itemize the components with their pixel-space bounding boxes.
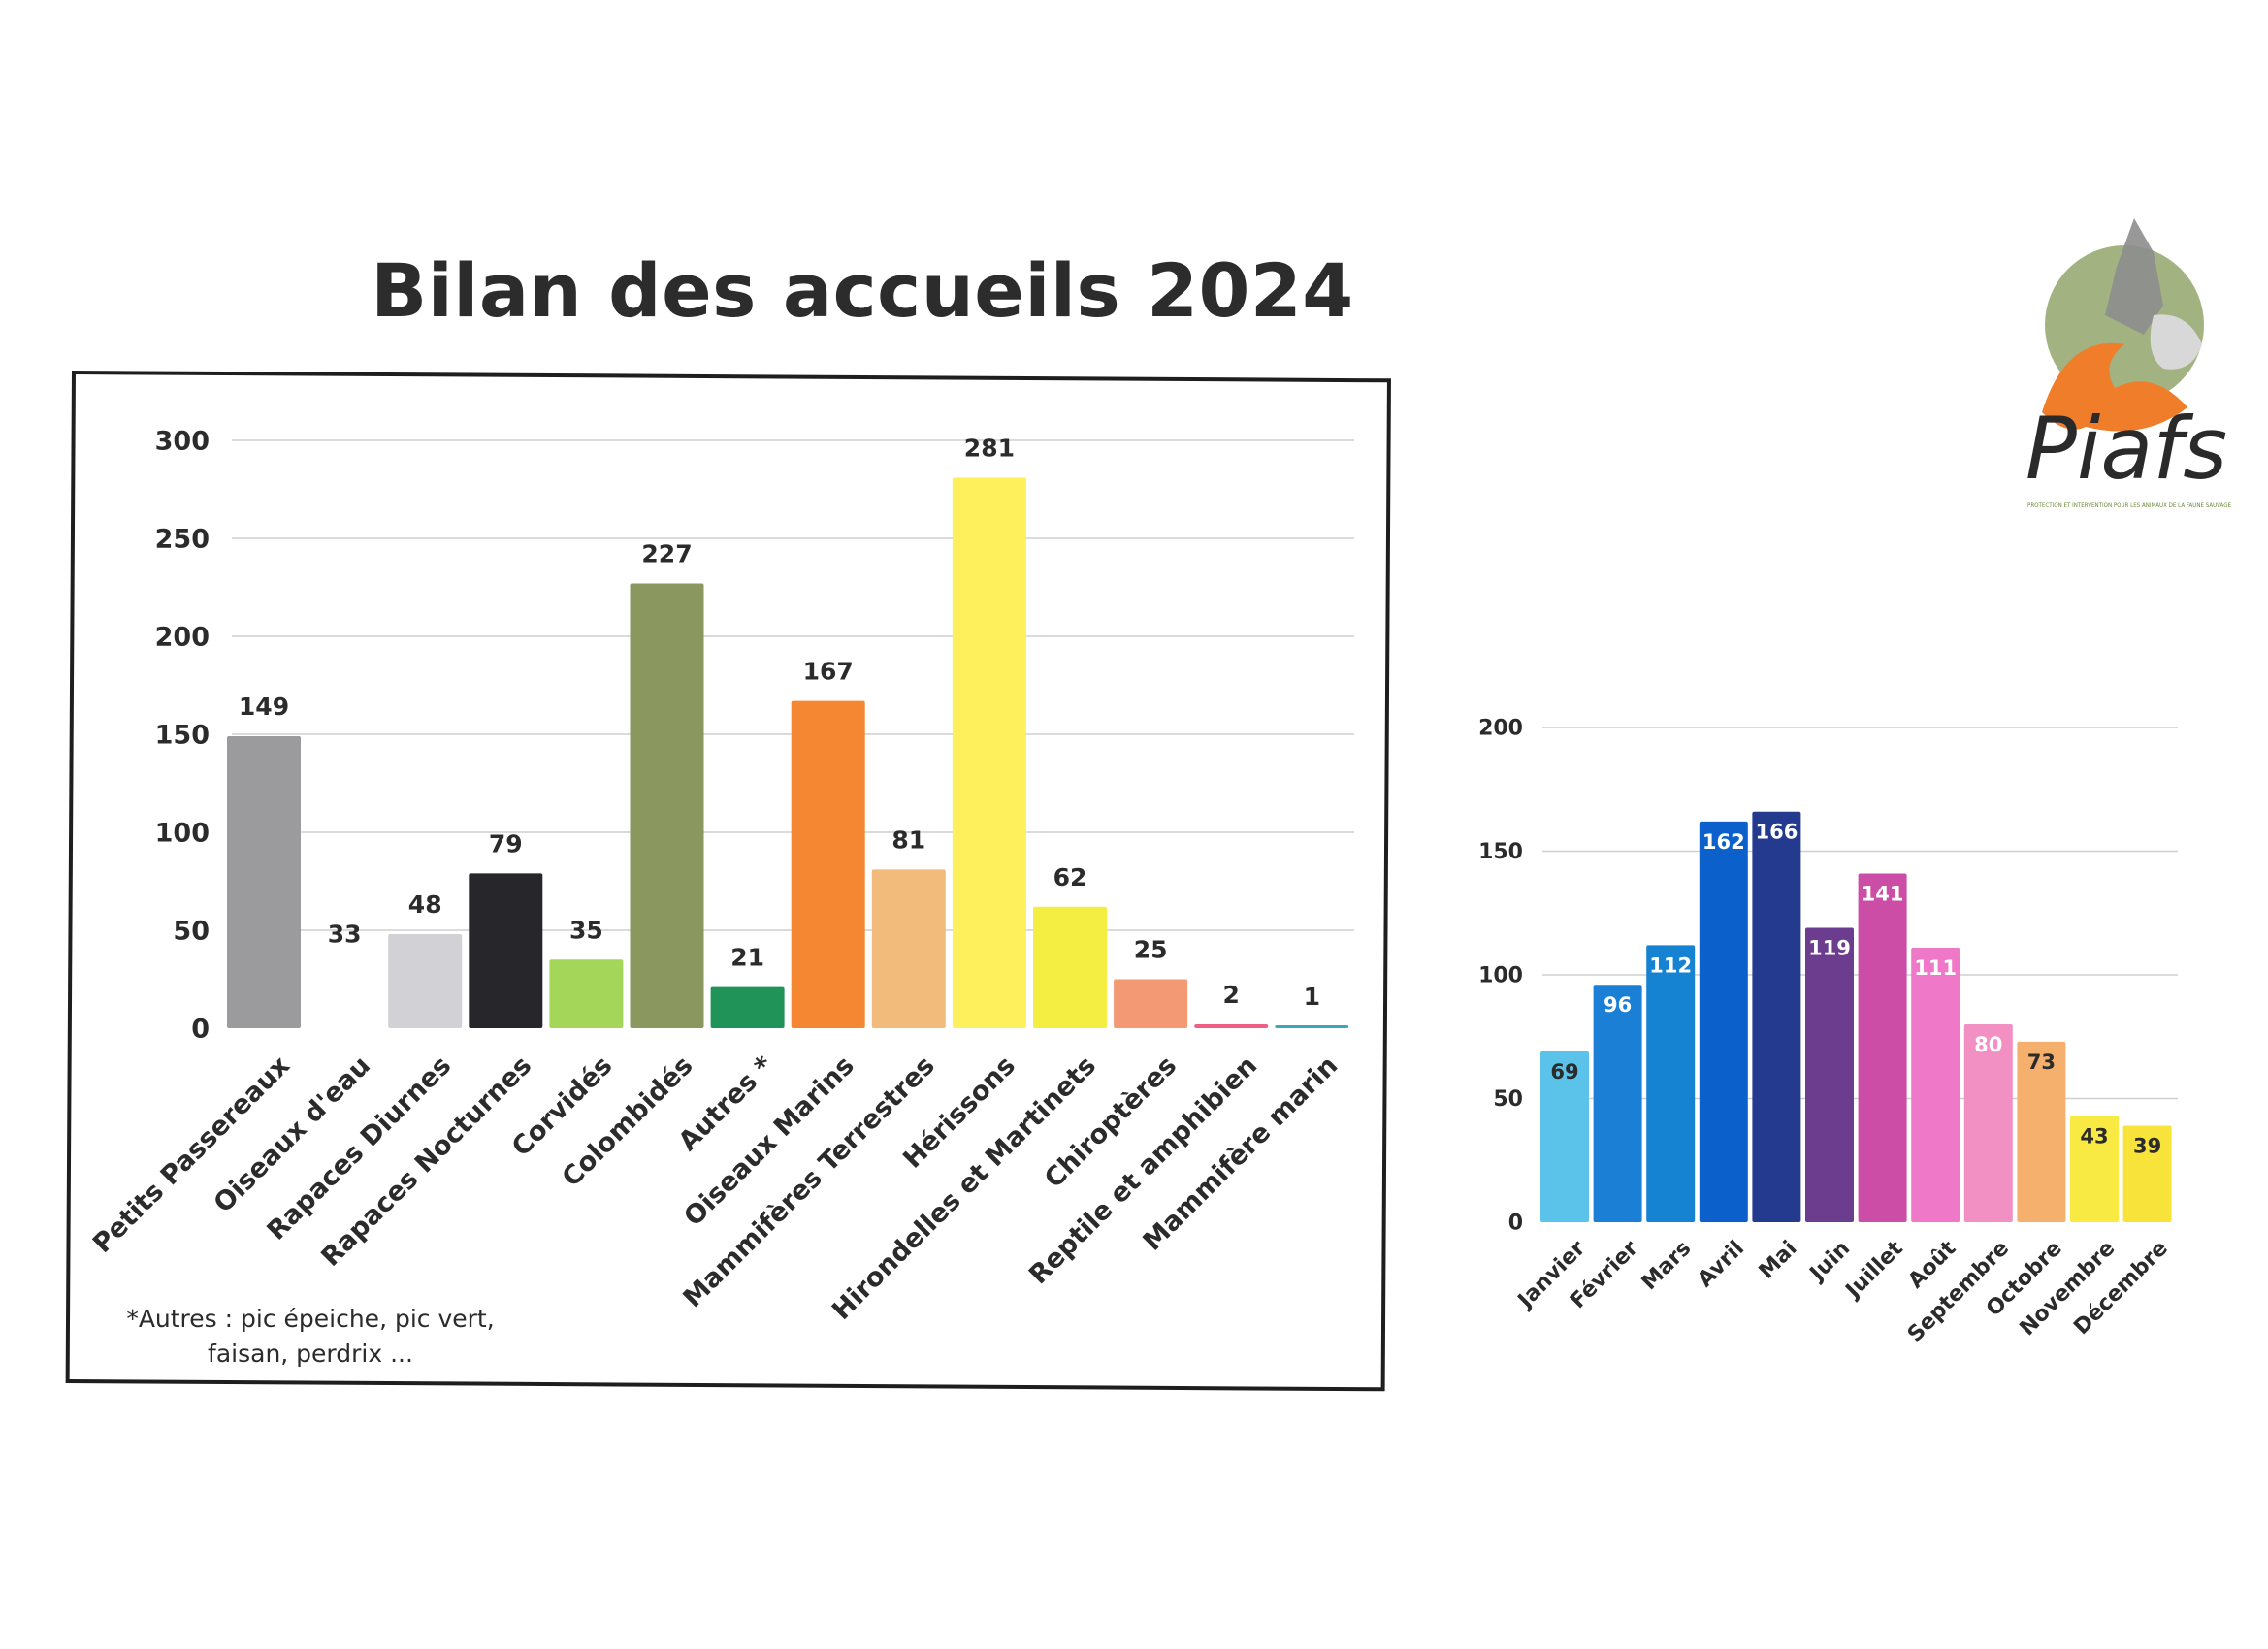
species-data-label: 33 bbox=[328, 920, 362, 948]
monthly-data-label: 69 bbox=[1550, 1060, 1578, 1083]
monthly-data-label: 96 bbox=[1604, 993, 1632, 1017]
species-data-label: 35 bbox=[569, 916, 603, 944]
species-data-label: 81 bbox=[891, 825, 925, 854]
footnote: *Autres : pic épeiche, pic vert, faisan,… bbox=[126, 1305, 495, 1368]
species-bar bbox=[952, 477, 1026, 1028]
species-data-label: 281 bbox=[964, 434, 1015, 462]
monthly-data-label: 166 bbox=[1755, 821, 1798, 844]
logo-caption: PROTECTION ET INTERVENTION POUR LES ANIM… bbox=[2027, 501, 2231, 509]
species-data-label: 25 bbox=[1134, 936, 1168, 964]
monthly-bar bbox=[2070, 1116, 2119, 1222]
species-bar bbox=[1275, 1025, 1349, 1028]
monthly-ytick-label: 200 bbox=[1478, 717, 1523, 741]
fox-icon bbox=[2042, 342, 2187, 432]
monthly-bar bbox=[1911, 947, 1960, 1222]
species-data-label: 167 bbox=[803, 658, 854, 686]
monthly-bar bbox=[1858, 873, 1907, 1222]
species-ytick-label: 150 bbox=[155, 720, 210, 750]
monthly-category-label: Mai bbox=[1755, 1237, 1802, 1284]
monthly-bar bbox=[1699, 821, 1748, 1222]
monthly-category-label: Avril bbox=[1693, 1237, 1749, 1293]
species-ytick-label: 200 bbox=[155, 622, 210, 652]
monthly-category-label: Mars bbox=[1637, 1237, 1697, 1296]
species-ytick-label: 100 bbox=[155, 818, 210, 848]
species-bar bbox=[1033, 906, 1107, 1028]
species-bar bbox=[1114, 979, 1188, 1028]
species-data-label: 79 bbox=[489, 829, 523, 857]
monthly-bar bbox=[1805, 927, 1854, 1222]
species-bar bbox=[1194, 1023, 1269, 1028]
species-ytick-label: 250 bbox=[155, 524, 210, 554]
species-data-label: 1 bbox=[1304, 983, 1320, 1011]
monthly-bar bbox=[1752, 811, 1801, 1222]
monthly-data-label: 80 bbox=[1974, 1033, 2002, 1056]
monthly-bar bbox=[1963, 1024, 2013, 1222]
monthly-bar bbox=[2122, 1125, 2172, 1222]
species-bar bbox=[388, 934, 463, 1028]
monthly-data-label: 112 bbox=[1649, 954, 1692, 977]
species-bar bbox=[469, 873, 543, 1028]
monthly-category-label: Juillet bbox=[1840, 1236, 1908, 1304]
monthly-ytick-label: 50 bbox=[1493, 1087, 1523, 1112]
bird-icon bbox=[2105, 218, 2163, 335]
monthly-bar bbox=[2017, 1041, 2066, 1222]
monthly-data-label: 39 bbox=[2133, 1135, 2161, 1158]
species-bar bbox=[630, 583, 704, 1028]
monthly-ytick-label: 0 bbox=[1508, 1212, 1523, 1236]
owl-icon bbox=[2150, 314, 2202, 370]
monthly-bar bbox=[1593, 985, 1642, 1222]
monthly-data-label: 119 bbox=[1808, 937, 1851, 960]
monthly-ytick-label: 100 bbox=[1478, 964, 1523, 988]
species-bar bbox=[308, 963, 382, 1028]
species-data-label: 149 bbox=[239, 693, 289, 721]
species-data-label: 2 bbox=[1222, 981, 1239, 1009]
species-ytick-label: 50 bbox=[173, 916, 210, 946]
species-ytick-label: 0 bbox=[191, 1014, 210, 1044]
piafs-logo: Piafs PROTECTION ET INTERVENTION POUR LE… bbox=[2025, 218, 2231, 509]
species-bar bbox=[710, 986, 785, 1028]
monthly-bar-chart: 05010015020069Janvier96Février112Mars162… bbox=[1478, 717, 2178, 1347]
monthly-ytick-label: 150 bbox=[1478, 840, 1523, 864]
page-title: Bilan des accueils 2024 bbox=[371, 247, 1354, 334]
species-bar bbox=[871, 869, 946, 1028]
species-data-label: 48 bbox=[408, 890, 442, 919]
monthly-data-label: 141 bbox=[1862, 882, 1904, 905]
monthly-bar bbox=[1540, 1051, 1589, 1222]
monthly-data-label: 162 bbox=[1702, 830, 1745, 854]
species-bar bbox=[227, 736, 301, 1028]
monthly-bar bbox=[1646, 945, 1696, 1222]
species-data-label: 227 bbox=[641, 539, 692, 567]
species-bar bbox=[791, 700, 865, 1028]
species-ytick-label: 300 bbox=[155, 426, 210, 456]
monthly-data-label: 111 bbox=[1914, 956, 1957, 980]
logo-text: Piafs bbox=[2025, 399, 2227, 499]
species-data-label: 21 bbox=[730, 944, 764, 972]
monthly-data-label: 73 bbox=[2027, 1051, 2056, 1074]
species-data-label: 62 bbox=[1053, 863, 1087, 891]
monthly-data-label: 43 bbox=[2080, 1124, 2108, 1148]
species-bar bbox=[549, 959, 624, 1028]
